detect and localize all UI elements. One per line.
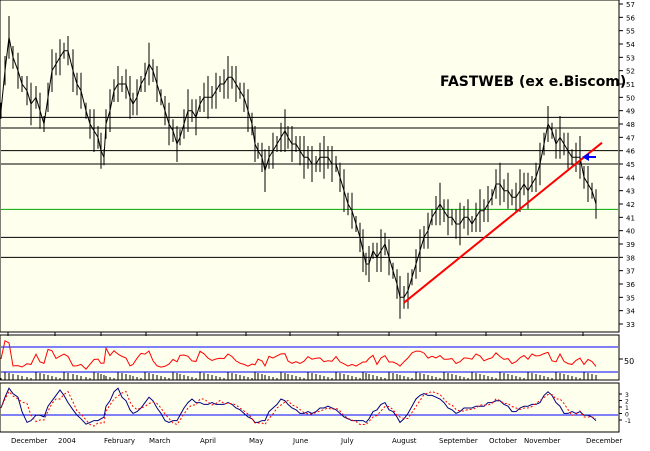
x-month-label: July bbox=[340, 437, 354, 445]
oscillator-line bbox=[0, 387, 597, 425]
y-tick-label: 36 bbox=[626, 281, 635, 289]
y-tick-label: 35 bbox=[626, 294, 635, 302]
y-tick-label: 39 bbox=[626, 241, 635, 249]
y-tick-label: 38 bbox=[626, 254, 635, 262]
y-tick-label: 45 bbox=[626, 161, 635, 169]
y-tick-label: 57 bbox=[626, 1, 635, 9]
oscillator-signal-line bbox=[0, 390, 597, 427]
x-month-label: September bbox=[439, 437, 478, 445]
x-month-label: December bbox=[11, 437, 47, 445]
y-tick-label: 50 bbox=[626, 94, 635, 102]
y-tick-label: 48 bbox=[626, 121, 635, 129]
y-tick-label: 44 bbox=[626, 174, 635, 182]
price-line bbox=[0, 37, 597, 298]
x-month-label: April bbox=[200, 437, 216, 445]
trend-line bbox=[403, 141, 603, 304]
y-tick-label: 49 bbox=[626, 108, 635, 116]
x-month-label: December bbox=[586, 437, 622, 445]
osc-tick-label: 1 bbox=[625, 405, 629, 412]
osc-tick-label: 0 bbox=[625, 412, 629, 419]
y-tick-label: 42 bbox=[626, 201, 635, 209]
y-tick-label: 40 bbox=[626, 228, 635, 236]
y-tick-label: 46 bbox=[626, 148, 635, 156]
y-tick-label: 55 bbox=[626, 28, 635, 36]
osc-tick-label: 3 bbox=[625, 392, 629, 399]
y-tick-label: 51 bbox=[626, 81, 635, 89]
y-tick-label: 53 bbox=[626, 54, 635, 62]
y-tick-label: 33 bbox=[626, 321, 635, 329]
oscillator-panel bbox=[0, 382, 620, 433]
x-month-label: 2004 bbox=[58, 437, 76, 445]
x-month-label: November bbox=[524, 437, 561, 445]
y-tick-label: 41 bbox=[626, 214, 635, 222]
y-tick-label: 47 bbox=[626, 134, 635, 142]
x-month-label: June bbox=[292, 437, 308, 445]
y-tick-label: 52 bbox=[626, 68, 635, 76]
x-month-label: October bbox=[489, 437, 517, 445]
y-tick-label: 37 bbox=[626, 268, 635, 276]
x-month-label: August bbox=[392, 437, 417, 445]
y-tick-label: 43 bbox=[626, 188, 635, 196]
rsi-label: 50 bbox=[624, 357, 634, 366]
y-tick-label: 54 bbox=[626, 41, 635, 49]
arrow-icon bbox=[582, 153, 596, 161]
y-tick-label: 56 bbox=[626, 14, 635, 22]
osc-tick-label: 2 bbox=[625, 399, 629, 406]
x-month-label: May bbox=[249, 437, 263, 445]
x-month-label: March bbox=[149, 437, 170, 445]
price-panel bbox=[0, 0, 620, 333]
y-tick-label: 34 bbox=[626, 308, 635, 316]
chart-title: FASTWEB (ex e.Biscom) bbox=[440, 74, 626, 90]
x-month-label: February bbox=[104, 437, 135, 445]
osc-tick-label: -1 bbox=[625, 418, 631, 425]
rsi-line bbox=[0, 339, 597, 370]
